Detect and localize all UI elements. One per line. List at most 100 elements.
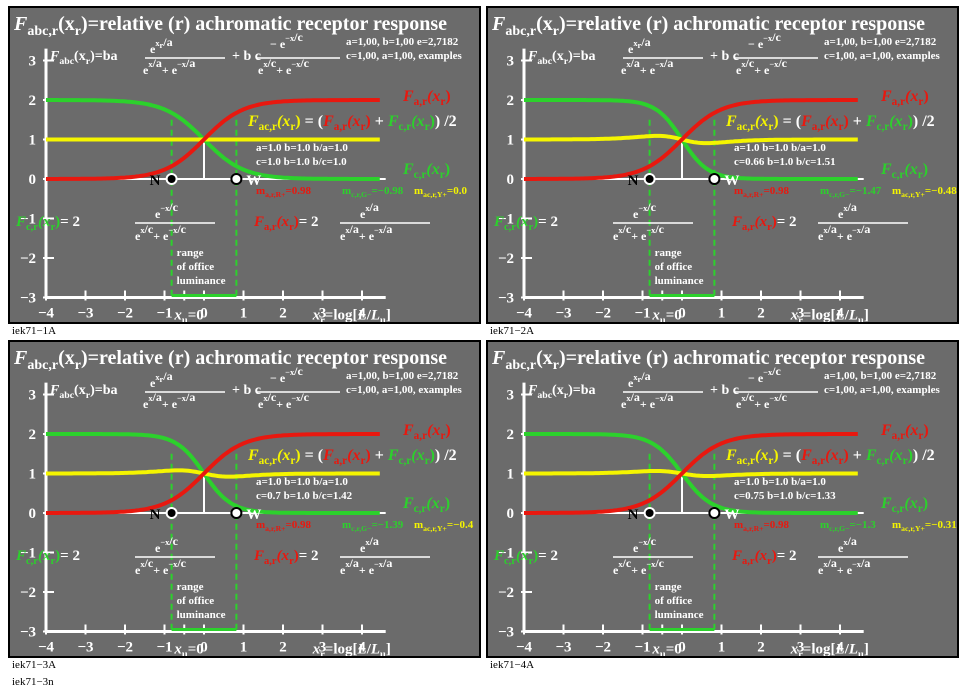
formula-lhs: Fabc(xr)=ba <box>527 383 596 401</box>
chart-panel-4: 3 2 1 0 −1 −2 −3 −4 −3 −2 −1 0 1 2 3 4 xr=log[L/Lu] xu=0 r… <box>486 340 959 658</box>
label-Fc: Fc,r(xr) <box>880 161 928 181</box>
label-Fc: Fc,r(xr) <box>402 161 450 181</box>
y-tick-label: −2 <box>498 585 514 601</box>
m-green: mc,r,G−=−1.39 <box>342 519 404 533</box>
m-red: ma,r,R+=0.98 <box>734 185 790 199</box>
series-green-line <box>46 432 380 515</box>
panel-params-line1: a=1.0 b=1.0 b/a=1.0 <box>734 476 826 488</box>
x-tick-label: −1 <box>634 306 650 322</box>
range-label: luminance <box>177 609 226 621</box>
range-label: of office <box>655 595 693 607</box>
x-tick-label: 1 <box>718 306 726 322</box>
range-label: luminance <box>655 275 704 287</box>
y-tick-label: 2 <box>507 93 515 109</box>
params-line2: c=1,00, a=1,00, examples <box>346 50 463 62</box>
eq-Fc-num: e−x/c <box>155 534 179 555</box>
formula-lhs: Fabc(xr)=ba <box>527 49 596 67</box>
eq-Fa-den: ex/a+ e−x/a <box>340 222 392 243</box>
y-tick-label: 1 <box>507 467 515 483</box>
eq-Fa-den: ex/a+ e−x/a <box>340 556 392 577</box>
range-label: luminance <box>177 275 226 287</box>
series-green-line <box>524 98 858 181</box>
x-tick-label: 0 <box>200 640 208 656</box>
y-tick-label: 1 <box>29 133 37 149</box>
marker-W-label: W <box>724 173 739 189</box>
x-tick-label: 1 <box>240 306 248 322</box>
eq-Fc: Fc,r(xr)= 2 <box>15 548 80 567</box>
m-yellow: mac,r,Y+=−0.48 <box>892 185 957 199</box>
marker-W-label: W <box>246 173 261 189</box>
range-label: luminance <box>655 609 704 621</box>
chart-title: Fabc,r(xr)=relative (r) achromatic recep… <box>13 13 447 39</box>
series-red-line <box>524 432 858 515</box>
eq-Fc-den: ex/c+ e−x/c <box>613 222 665 243</box>
y-tick-label: 0 <box>507 172 515 188</box>
formula-num-a: exr/a <box>150 369 173 390</box>
chart-title: Fabc,r(xr)=relative (r) achromatic recep… <box>13 347 447 373</box>
marker-W <box>708 507 721 519</box>
formula-num-a: exr/a <box>628 35 651 56</box>
params-line1: a=1,00, b=1,00 e=2,7182 <box>346 36 459 48</box>
formula-num-c: − e−x/c <box>270 364 303 385</box>
params-line1: a=1,00, b=1,00 e=2,7182 <box>824 370 937 382</box>
x-tick-label: 3 <box>319 640 327 656</box>
x-tick-label: −2 <box>595 640 611 656</box>
x-tick-label: −2 <box>595 306 611 322</box>
y-tick-label: 3 <box>29 388 37 404</box>
y-tick-label: −1 <box>498 212 514 228</box>
m-green: mc,r,G−=−0.98 <box>342 185 404 199</box>
series-green-line <box>46 98 380 181</box>
formula-den-c: ex/c+ e−x/c <box>736 56 788 77</box>
formula-num-c: − e−x/c <box>748 364 781 385</box>
formula-den-a: ex/a+ e−x/a <box>621 56 673 77</box>
eq-Fa-num: ex/a <box>838 200 857 221</box>
marker-N <box>165 507 178 519</box>
range-label: range <box>177 247 204 259</box>
x-tick-label: 1 <box>240 640 248 656</box>
marker-W-label: W <box>246 507 261 523</box>
panel-params-line1: a=1.0 b=1.0 b/a=1.0 <box>256 142 348 154</box>
label-Fac-formula: Fac,r(xr) = (Fa,r(xr) + Fc,r(xr)) /2 <box>247 447 457 467</box>
panel-params-line2: c=0.66 b=1.0 b/c=1.51 <box>734 156 836 168</box>
xu-label: xu=0 <box>173 642 203 659</box>
x-tick-label: 0 <box>678 306 686 322</box>
x-tick-label: −4 <box>38 306 55 322</box>
x-tick-label: −4 <box>38 640 55 656</box>
x-tick-label: 1 <box>718 640 726 656</box>
y-tick-label: 2 <box>507 427 515 443</box>
formula-num-c: − e−x/c <box>270 30 303 51</box>
panel-params-line1: a=1.0 b=1.0 b/a=1.0 <box>734 142 826 154</box>
xu-label: xu=0 <box>651 642 681 659</box>
range-label: range <box>177 581 204 593</box>
series-yellow-line <box>46 468 380 479</box>
chart-title: Fabc,r(xr)=relative (r) achromatic recep… <box>491 13 925 39</box>
formula-den-c: ex/c+ e−x/c <box>258 56 310 77</box>
eq-Fc-num: e−x/c <box>633 200 657 221</box>
formula-den-a: ex/a+ e−x/a <box>143 56 195 77</box>
panel-params-line2: c=0.75 b=1.0 b/c=1.33 <box>734 490 836 502</box>
panel-params-line2: c=0.7 b=1.0 b/c=1.42 <box>256 490 353 502</box>
label-Fac-formula: Fac,r(xr) = (Fa,r(xr) + Fc,r(xr)) /2 <box>725 447 935 467</box>
x-tick-label: −1 <box>634 640 650 656</box>
formula-mid: + b c <box>710 383 739 398</box>
x-tick-label: 2 <box>279 306 287 322</box>
chart-panel-1: 3 2 1 0 −1 −2 −3 −4 −3 −2 −1 0 1 2 3 4 xr=log[L/Lu] xu=0 r… <box>8 6 481 324</box>
eq-Fc-num: e−x/c <box>155 200 179 221</box>
range-label: of office <box>655 261 693 273</box>
figure-code: iek71−3n <box>12 676 54 688</box>
m-green: mc,r,G−=−1.47 <box>820 185 882 199</box>
x-tick-label: −3 <box>555 640 571 656</box>
eq-Fa-den: ex/a+ e−x/a <box>818 556 870 577</box>
y-tick-label: 0 <box>29 506 37 522</box>
label-Fa: Fa,r(xr) <box>402 422 451 442</box>
formula-mid: + b c <box>710 49 739 64</box>
y-tick-label: 0 <box>507 506 515 522</box>
eq-Fa: Fa,r(xr)= 2 <box>253 214 319 233</box>
marker-N-label: N <box>150 173 161 189</box>
eq-Fa: Fa,r(xr)= 2 <box>253 548 319 567</box>
params-line1: a=1,00, b=1,00 e=2,7182 <box>346 370 459 382</box>
m-red: ma,r,R+=0.98 <box>734 519 790 533</box>
eq-Fc: Fc,r(xr)= 2 <box>493 548 558 567</box>
